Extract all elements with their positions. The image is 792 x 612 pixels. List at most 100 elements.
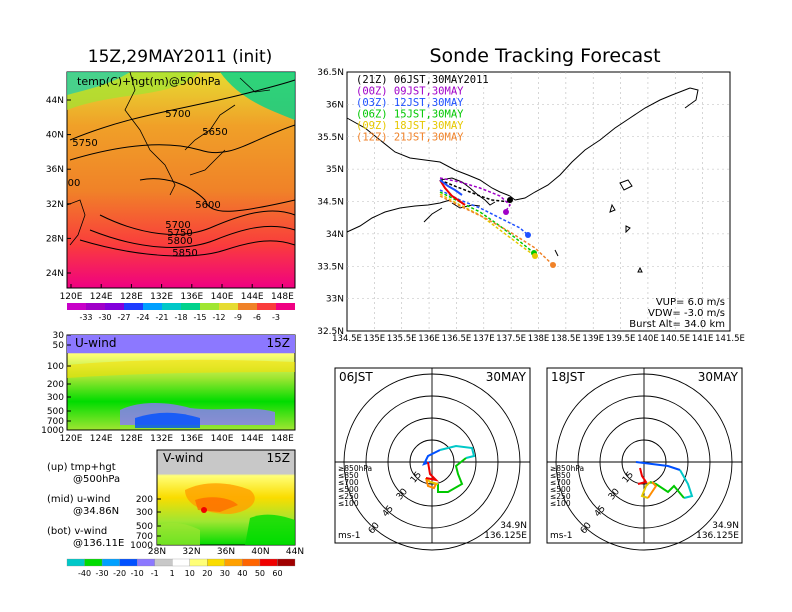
colorbar-label: -18: [174, 313, 187, 322]
hodograph-trace: [635, 461, 681, 471]
colorbar-swatch: [124, 303, 143, 310]
track-legend-item: (21Z) 06JST,30MAY2011: [356, 74, 489, 86]
colorbar-label: -21: [155, 313, 168, 322]
colorbar-label: 1: [170, 569, 175, 578]
lat-tick-label: 32N: [46, 200, 64, 210]
temperature-height-map: 5700 5750 5650 5600 5700 5750 5800 5850 …: [66, 71, 296, 289]
colorbar-swatch: [143, 303, 162, 310]
colorbar-label: -33: [79, 313, 92, 322]
track-12z: [439, 195, 554, 266]
hodo-unit: ms-1: [550, 531, 572, 541]
lat-tick-label: 35.5N: [317, 133, 344, 143]
hodo-lat: 34.9N: [712, 521, 739, 531]
hodograph-trace: [439, 444, 476, 459]
panel-notes: (up) tmp+hgt @500hPa (mid) u-wind @34.86…: [47, 462, 124, 549]
sonde-tracks: [439, 177, 556, 268]
colorbar-label: 50: [255, 569, 265, 578]
landing-point-00z: [503, 209, 509, 215]
lat-tick-label: 24N: [46, 269, 64, 279]
colorbar-label: 60: [272, 569, 282, 578]
colorbar-label: -24: [136, 313, 149, 322]
lat-tick-label: 34.5N: [317, 198, 344, 208]
lat-tick-label: 36N: [326, 100, 344, 110]
level-legend-item: ≤700: [550, 478, 571, 487]
lon-tick-label: 128E: [120, 434, 143, 444]
left-title: 15Z,29MAY2011 (init): [88, 47, 273, 67]
level-legend-item: ≤100: [550, 499, 571, 508]
colorbar-label: -12: [212, 313, 225, 322]
colorbar-label: 20: [202, 569, 212, 578]
lat-tick-label: 44N: [286, 547, 304, 557]
lon-tick-label: 124E: [90, 292, 113, 302]
track-legend-item: (06Z) 15JST,30MAY: [356, 109, 464, 121]
lon-tick-label: 136.5E: [442, 334, 472, 344]
lon-tick-label: 136E: [418, 334, 440, 344]
pressure-tick-label: 500: [47, 407, 64, 417]
lon-tick-label: 140.5E: [660, 334, 690, 344]
lat-tick-label: 34N: [326, 230, 344, 240]
colorbar-label: 10: [185, 569, 195, 578]
lon-tick-label: 144E: [241, 292, 264, 302]
track-legend-item: (00Z) 09JST,30MAY: [356, 86, 464, 98]
level-legend-item: ≤100: [338, 499, 359, 508]
lon-tick-label: 120E: [60, 434, 83, 444]
lat-tick-label: 28N: [148, 547, 166, 557]
hodograph-trace: [637, 467, 648, 485]
colorbar-swatch: [277, 558, 296, 567]
colorbar-label: -3: [272, 313, 280, 322]
track-ascent: [439, 179, 463, 196]
track-03z: [439, 189, 529, 236]
lon-tick-label: 136E: [180, 434, 203, 444]
track-09z: [439, 193, 536, 257]
lon-tick-label: 135.5E: [387, 334, 417, 344]
colorbar-swatch: [219, 303, 238, 310]
lon-tick-label: 141E: [692, 334, 714, 344]
pressure-tick-label: 700: [47, 417, 64, 427]
temperature-colorbar: -33 -30 -27 -24 -21 -18 -15 -12 -9 -6 -3: [67, 303, 295, 322]
lon-tick-label: 141.5E: [715, 334, 745, 344]
v-wind-section: V-wind 15Z: [156, 449, 296, 546]
level-legend-item: ≤850: [338, 471, 359, 480]
coastline: [346, 87, 699, 273]
lon-tick-label: 144E: [241, 434, 264, 444]
pressure-tick-label: 30: [53, 331, 65, 341]
level-legend-item: ≤250: [550, 492, 571, 501]
lon-tick-label: 140E: [211, 434, 234, 444]
note-line: @500hPa: [73, 474, 120, 485]
colorbar-swatch: [162, 303, 181, 310]
lon-tick-label: 137.5E: [496, 334, 526, 344]
colorbar-label: -6: [253, 313, 261, 322]
colorbar-label: -27: [117, 313, 130, 322]
hodograph-trace: [679, 469, 694, 499]
v-wind-time: 15Z: [267, 451, 291, 465]
lon-tick-label: 132E: [150, 434, 173, 444]
lon-tick-label: 148E: [271, 434, 294, 444]
lat-tick-label: 33N: [326, 295, 344, 305]
level-legend-item: ≥850hPa: [550, 464, 584, 473]
pressure-tick-label: 200: [136, 495, 153, 505]
u-wind-time: 15Z: [267, 336, 291, 350]
contour-label: 5750: [167, 228, 192, 239]
lat-tick-label: 35N: [326, 165, 344, 175]
u-wind-lon-axis: 120E 124E 128E 132E 136E 140E 144E 148E: [60, 434, 295, 444]
track-legend-item: (03Z) 12JST,30MAY: [356, 97, 464, 109]
contour-label: 5800: [167, 236, 192, 247]
colorbar-label: -15: [193, 313, 206, 322]
lon-tick-label: 120E: [60, 292, 83, 302]
hodograph-trace: [422, 449, 441, 466]
colorbar-swatch: [238, 303, 257, 310]
lon-tick-label: 140E: [637, 334, 659, 344]
lon-tick-label: 148E: [271, 292, 294, 302]
hodo-unit: ms-1: [338, 531, 360, 541]
track-21z: [439, 179, 511, 203]
level-legend-item: ≤700: [338, 478, 359, 487]
colorbar-swatch: [119, 558, 138, 567]
info-burst: Burst Alt= 34.0 km: [629, 319, 725, 330]
hodo-lon: 136.125E: [696, 531, 739, 541]
note-line: (up) tmp+hgt: [47, 462, 116, 473]
lon-tick-label: 134.5E: [332, 334, 362, 344]
hodo-lon: 136.125E: [484, 531, 527, 541]
level-legend-item: ≤850: [550, 471, 571, 480]
colorbar-swatch: [189, 558, 208, 567]
